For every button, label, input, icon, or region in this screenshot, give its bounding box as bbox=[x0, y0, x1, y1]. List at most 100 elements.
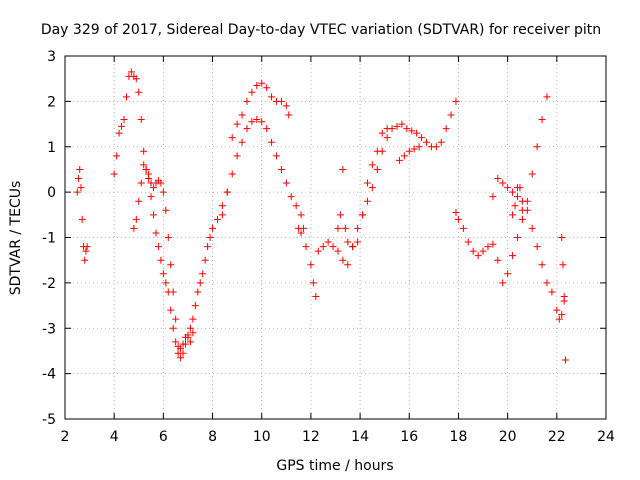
data-point-arc-e bbox=[285, 111, 293, 119]
data-point-arc-b bbox=[209, 224, 217, 232]
data-point-arc-b bbox=[110, 170, 118, 178]
data-point-arc-i bbox=[479, 247, 487, 255]
data-point-arc-d bbox=[253, 116, 261, 124]
data-point-arc-i bbox=[504, 270, 512, 278]
data-point-arc-d bbox=[258, 118, 266, 126]
data-point-arc-g bbox=[393, 122, 401, 130]
data-point-arc-k bbox=[509, 211, 517, 219]
data-point-arc-d bbox=[228, 170, 236, 178]
data-point-arc-b bbox=[167, 306, 175, 314]
data-point-arc-f bbox=[383, 134, 391, 142]
data-point-arc-c bbox=[145, 175, 153, 183]
data-point-arc-i bbox=[484, 243, 492, 251]
data-point-arc-c bbox=[172, 315, 180, 323]
data-point-arc-b bbox=[159, 270, 167, 278]
y-tick-label: -1 bbox=[42, 231, 56, 247]
data-point-arc-g bbox=[452, 97, 460, 105]
x-tick-label: 4 bbox=[110, 429, 119, 445]
data-point-arc-i bbox=[543, 93, 551, 101]
data-point-arc-i bbox=[509, 252, 517, 260]
data-point-arc-c bbox=[184, 331, 192, 339]
x-tick-label: 12 bbox=[302, 429, 320, 445]
data-point-arc-b bbox=[118, 122, 126, 130]
data-point-arc-g bbox=[354, 238, 362, 246]
data-point-arc-b bbox=[135, 88, 143, 96]
data-point-arc-g bbox=[378, 129, 386, 137]
data-point-arc-b bbox=[204, 243, 212, 251]
data-point-arc-b bbox=[157, 256, 165, 264]
data-point-arc-c bbox=[140, 161, 148, 169]
data-point-arc-i bbox=[474, 252, 482, 260]
x-axis-label: GPS time / hours bbox=[276, 458, 393, 474]
x-tick-label: 2 bbox=[61, 429, 70, 445]
data-point-arc-d bbox=[287, 193, 295, 201]
data-point-arc-l bbox=[561, 356, 569, 364]
data-point-arc-k bbox=[511, 202, 519, 210]
data-point-arc-e bbox=[282, 102, 290, 110]
data-point-arc-b bbox=[115, 129, 123, 137]
data-point-arc-g bbox=[447, 111, 455, 119]
data-point-arc-f bbox=[295, 224, 303, 232]
data-point-arc-f bbox=[324, 238, 332, 246]
data-point-arc-f bbox=[302, 243, 310, 251]
data-point-arc-b bbox=[154, 243, 162, 251]
data-point-arc-a bbox=[75, 175, 83, 183]
data-point-arc-j bbox=[543, 279, 551, 287]
data-point-arc-f bbox=[314, 247, 322, 255]
data-point-arc-g bbox=[408, 127, 416, 135]
data-point-arc-i bbox=[518, 215, 526, 223]
x-tick-label: 10 bbox=[253, 429, 271, 445]
data-point-arc-g bbox=[336, 211, 344, 219]
data-point-arc-d bbox=[248, 118, 256, 126]
data-point-arc-f bbox=[319, 243, 327, 251]
data-point-arc-e bbox=[277, 97, 285, 105]
data-point-arc-i bbox=[459, 224, 467, 232]
data-point-arc-g bbox=[339, 165, 347, 173]
y-tick-label: 2 bbox=[47, 94, 56, 110]
data-point-arc-g bbox=[418, 134, 426, 142]
data-point-arc-i bbox=[533, 143, 541, 151]
x-tick-label: 24 bbox=[597, 429, 615, 445]
data-point-arc-j bbox=[538, 261, 546, 269]
data-point-arc-i bbox=[464, 238, 472, 246]
data-point-arc-j bbox=[555, 315, 563, 323]
y-axis-label: SDTVAR / TECUs bbox=[8, 181, 24, 296]
data-point-arc-f bbox=[363, 197, 371, 205]
y-tick-label: -5 bbox=[42, 412, 56, 428]
data-point-arc-b bbox=[113, 152, 121, 160]
y-tick-label: 1 bbox=[47, 140, 56, 156]
data-point-arc-a bbox=[73, 188, 81, 196]
data-point-arc-e bbox=[243, 97, 251, 105]
data-point-arc-j bbox=[558, 311, 566, 319]
data-point-arc-c bbox=[159, 188, 167, 196]
data-point-arc-b bbox=[177, 354, 185, 362]
data-point-arc-d bbox=[218, 211, 226, 219]
data-point-arc-j bbox=[528, 224, 536, 232]
data-point-arc-b bbox=[218, 202, 226, 210]
data-point-arc-d bbox=[223, 188, 231, 196]
data-point-arc-b bbox=[127, 68, 135, 76]
data-point-arc-j bbox=[533, 243, 541, 251]
data-point-arc-h bbox=[405, 147, 413, 155]
data-point-arc-e bbox=[258, 79, 266, 87]
data-point-arc-b bbox=[162, 279, 170, 287]
data-point-arc-d bbox=[297, 211, 305, 219]
data-point-arc-h bbox=[410, 145, 418, 153]
chart-title: Day 329 of 2017, Sidereal Day-to-day VTE… bbox=[41, 22, 601, 38]
data-point-arc-c bbox=[162, 206, 170, 214]
data-point-arc-f bbox=[334, 247, 342, 255]
data-point-arc-c bbox=[186, 338, 194, 346]
data-point-arc-c bbox=[135, 197, 143, 205]
data-point-arc-g bbox=[373, 147, 381, 155]
data-point-arc-l bbox=[560, 297, 568, 305]
data-point-arc-f bbox=[297, 229, 305, 237]
data-point-arc-g bbox=[442, 125, 450, 133]
data-point-arc-c bbox=[137, 179, 145, 187]
data-point-arc-b bbox=[189, 315, 197, 323]
data-point-arc-d bbox=[238, 138, 246, 146]
data-point-arc-h bbox=[395, 156, 403, 164]
data-point-arc-a bbox=[77, 184, 85, 192]
data-point-arc-i bbox=[452, 209, 460, 217]
data-point-arc-g bbox=[368, 161, 376, 169]
data-point-arc-c bbox=[164, 234, 172, 241]
